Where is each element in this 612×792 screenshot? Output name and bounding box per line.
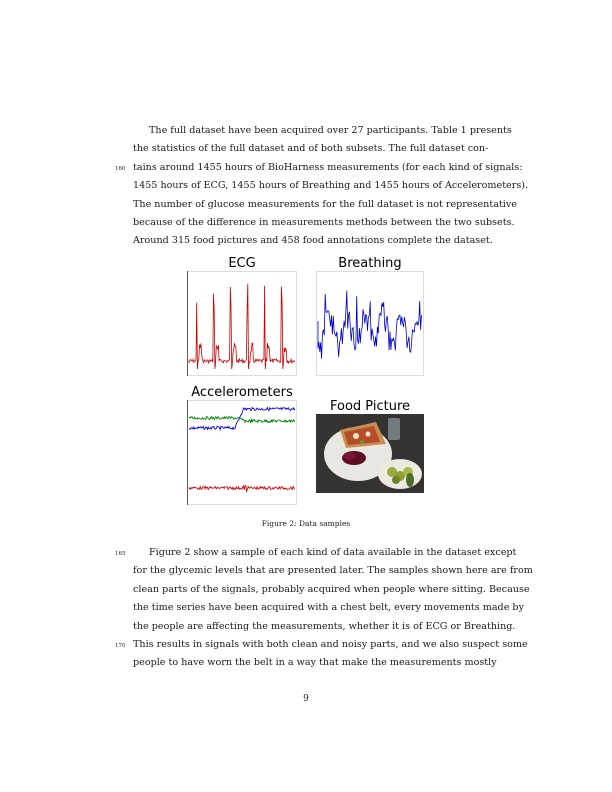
page-number: 9: [303, 694, 309, 704]
ecg-title: ECG: [228, 256, 256, 271]
breathing-plot: [316, 271, 424, 376]
accelerometer-y-signal: [188, 415, 296, 424]
food-picture: [316, 414, 424, 493]
text-line: 1455 hours of ECG, 1455 hours of Breathi…: [133, 180, 529, 191]
text-line: Around 315 food pictures and 458 food an…: [133, 235, 493, 246]
text-line: Figure 2 show a sample of each kind of d…: [149, 547, 517, 558]
ecg-signal: [188, 283, 296, 370]
text-line: the time series have been acquired with …: [133, 602, 524, 613]
text-line: people to have worn the belt in a way th…: [133, 657, 497, 668]
text-line: for the glycemic levels that are present…: [133, 565, 533, 576]
accelerometers-plot: [187, 400, 297, 505]
text-line: clean parts of the signals, probably acq…: [133, 584, 530, 595]
accelerometer-z-signal: [188, 484, 295, 493]
line-number: 165: [115, 551, 126, 557]
text-line: The full dataset have been acquired over…: [149, 125, 512, 136]
line-number: 160: [115, 166, 126, 172]
breathing-title: Breathing: [338, 256, 402, 271]
breathing-signal: [317, 290, 422, 359]
food-picture-title: Food Picture: [329, 399, 410, 414]
figure-caption: Figure 2: Data samples: [261, 519, 351, 528]
accelerometer-x-signal: [188, 406, 296, 431]
text-line: The number of glucose measurements for t…: [133, 199, 517, 210]
ecg-plot: [187, 271, 297, 376]
line-number: 170: [115, 643, 126, 649]
text-line: tains around 1455 hours of BioHarness me…: [133, 162, 523, 173]
text-line: the people are affecting the measurement…: [133, 621, 516, 632]
accelerometers-title: Accelerometers: [191, 385, 293, 400]
text-line: the statistics of the full dataset and o…: [133, 143, 489, 154]
text-line: because of the difference in measurement…: [133, 217, 515, 228]
text-line: This results in signals with both clean …: [133, 639, 528, 650]
